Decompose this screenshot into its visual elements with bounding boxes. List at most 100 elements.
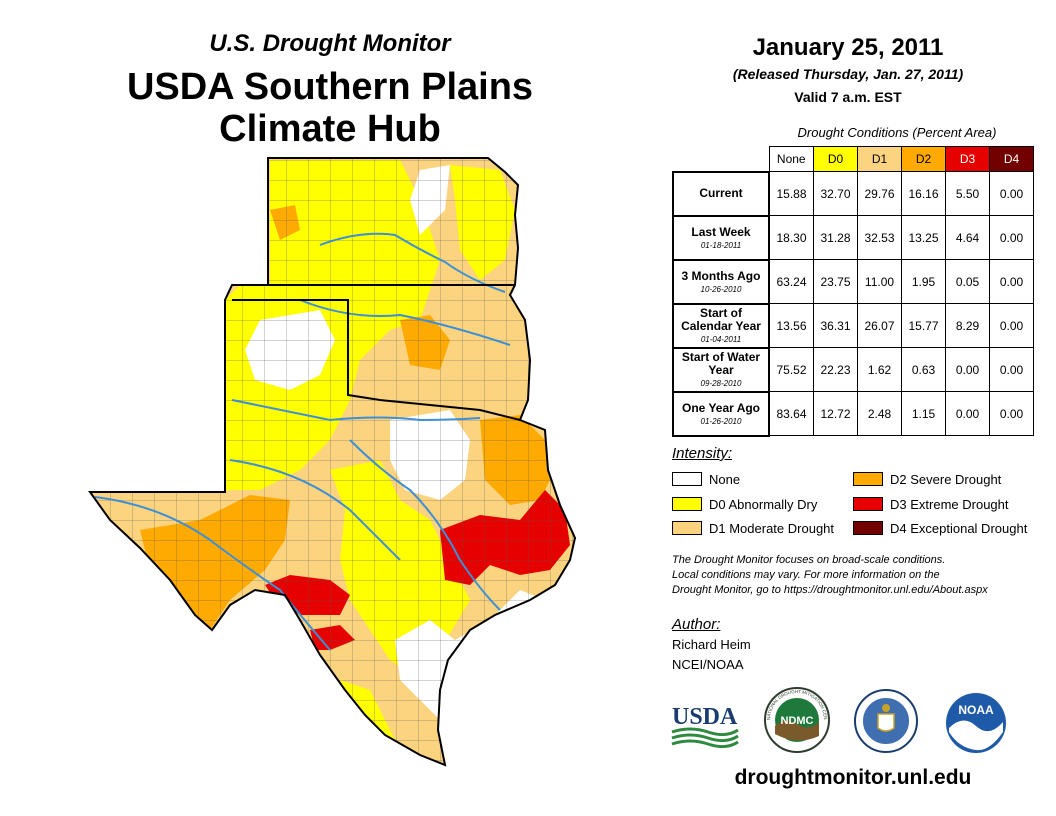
author-title: Author: [672, 616, 721, 633]
map-title: USDA Southern Plains Climate Hub [60, 66, 600, 150]
cell-d2: 16.16 [901, 171, 946, 216]
usda-logo-wave-2 [671, 733, 739, 743]
cell-d0: 12.72 [813, 391, 858, 436]
cell-d4: 0.00 [989, 303, 1034, 348]
cell-d4: 0.00 [989, 259, 1034, 304]
river-colorado [229, 459, 401, 561]
commerce-seal-logo [854, 689, 918, 753]
cell-d2: 1.95 [901, 259, 946, 304]
author-name: Richard Heim [672, 637, 751, 652]
row-label: Last Week 01-18-2011 [672, 214, 770, 261]
cell-none: 75.52 [768, 347, 814, 392]
noaa-logo-text: NOAA [958, 703, 994, 717]
legend-swatch [672, 497, 702, 511]
cell-d1: 29.76 [857, 171, 902, 216]
cell-none: 13.56 [768, 303, 814, 348]
row-date: 09-28-2010 [700, 379, 742, 388]
col-header-d1: D1 [857, 146, 902, 172]
valid-time: Valid 7 a.m. EST [794, 89, 902, 105]
legend-item-d2: D2 Severe Drought [853, 471, 1001, 487]
row-label: Start of Calendar Year 01-04-2011 [672, 302, 770, 349]
disclaimer-note: The Drought Monitor focuses on broad-sca… [672, 553, 1042, 598]
noaa-bird-icon [949, 720, 1003, 751]
ndmc-logo-text: NDMC [781, 715, 814, 727]
cell-d2: 13.25 [901, 215, 946, 260]
row-title: Start of Water Year [681, 350, 761, 377]
row-label: Start of Water Year 09-28-2010 [672, 346, 770, 393]
usda-logo-wave-1 [671, 727, 739, 737]
cell-d3: 8.29 [945, 303, 990, 348]
cell-d0: 31.28 [813, 215, 858, 260]
legend-item-d0: D0 Abnormally Dry [672, 496, 817, 512]
cell-d1: 1.62 [857, 347, 902, 392]
legend-label: None [709, 471, 741, 487]
table-row-current: Current 15.88 32.70 29.76 16.16 5.50 0.0… [672, 170, 1034, 217]
seal-eagle-icon [882, 704, 890, 712]
usda-logo-text: USDA [672, 704, 738, 730]
title-line-2: Climate Hub [219, 108, 441, 150]
drought-areas [90, 158, 575, 765]
cell-none: 83.64 [768, 391, 814, 436]
note-line-1: The Drought Monitor focuses on broad-sca… [672, 554, 946, 566]
cell-d3: 0.05 [945, 259, 990, 304]
row-date: 01-18-2011 [700, 240, 742, 250]
cell-d1: 32.53 [857, 215, 902, 260]
cell-none: 18.30 [768, 215, 814, 260]
cell-d2: 1.15 [901, 391, 946, 436]
row-label: Current [672, 170, 770, 217]
legend-swatch [853, 472, 883, 486]
region-outline [88, 157, 577, 767]
legend-title: Intensity: [672, 445, 733, 462]
cell-d0: 23.75 [813, 259, 858, 304]
table-caption: Drought Conditions (Percent Area) [797, 125, 997, 140]
note-line-2: Local conditions may vary. For more info… [672, 569, 940, 581]
cell-none: 63.24 [768, 259, 814, 304]
cell-d1: 11.00 [857, 259, 902, 304]
table-row-last-week: Last Week 01-18-2011 18.30 31.28 32.53 1… [672, 214, 1034, 261]
row-title: Start of Calendar Year [681, 306, 761, 333]
legend-swatch [672, 472, 702, 486]
map-date: January 25, 2011 [752, 34, 944, 61]
col-header-none: None [768, 146, 814, 172]
website-link[interactable]: droughtmonitor.unl.edu [734, 766, 972, 789]
noaa-logo: NOAA [946, 693, 1006, 753]
legend-item-none: None [672, 471, 740, 487]
note-line-3: Drought Monitor, go to https://droughtmo… [672, 584, 988, 596]
legend-swatch [672, 521, 702, 535]
rivers [94, 232, 511, 651]
cell-d1: 2.48 [857, 391, 902, 436]
oklahoma-texas-border [232, 299, 521, 421]
cell-d2: 0.63 [901, 347, 946, 392]
ndmc-logo: NDMC NATIONAL DROUGHT MITIGATION CENTER … [763, 686, 830, 753]
author-org: NCEI/NOAA [672, 657, 744, 672]
river-rio-grande [94, 496, 331, 651]
col-header-d2: D2 [901, 146, 946, 172]
row-label: One Year Ago 01-26-2010 [672, 390, 770, 437]
row-label: 3 Months Ago 10-26-2010 [672, 258, 770, 305]
cell-d3: 0.00 [945, 391, 990, 436]
river-red [231, 399, 481, 422]
table-row-start-of-water-year: Start of Water Year 09-28-2010 75.52 22.… [672, 346, 1034, 393]
legend-label: D2 Severe Drought [890, 471, 1002, 487]
cell-d0: 32.70 [813, 171, 858, 216]
row-title: One Year Ago [681, 400, 761, 415]
table-row-one-year-ago: One Year Ago 01-26-2010 83.64 12.72 2.48… [672, 390, 1034, 437]
cell-d1: 26.07 [857, 303, 902, 348]
legend-swatch [853, 497, 883, 511]
seal-shield-icon [877, 713, 895, 732]
legend-swatch [853, 521, 883, 535]
legend-item-d4: D4 Exceptional Drought [853, 520, 1027, 536]
cell-d3: 4.64 [945, 215, 990, 260]
drought-map [88, 157, 577, 767]
legend-label: D1 Moderate Drought [709, 520, 835, 536]
row-title: Current [699, 186, 743, 200]
river-brazos [349, 439, 501, 611]
release-date: (Released Thursday, Jan. 27, 2011) [732, 66, 964, 82]
row-title: Last Week [691, 224, 751, 239]
river-arkansas [319, 232, 506, 293]
ndmc-landscape [775, 720, 819, 741]
cell-d4: 0.00 [989, 171, 1034, 216]
row-date: 01-04-2011 [700, 335, 742, 344]
row-date: 10-26-2010 [700, 284, 742, 294]
table-header-row: None D0 D1 D2 D3 D4 [673, 146, 1034, 172]
